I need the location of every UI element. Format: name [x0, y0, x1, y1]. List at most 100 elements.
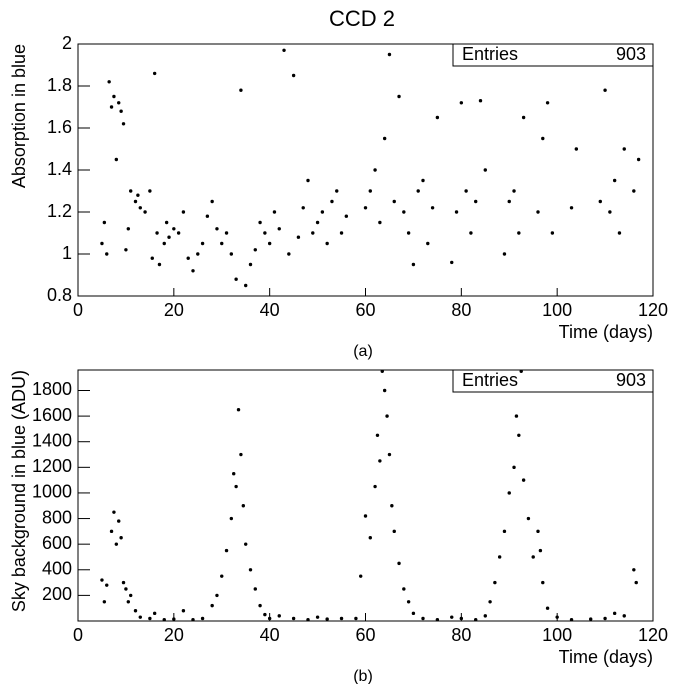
- data-point: [363, 206, 368, 210]
- data-point: [311, 231, 315, 235]
- data-point: [277, 614, 281, 618]
- data-point: [239, 88, 243, 92]
- data-point: [119, 109, 123, 113]
- data-point: [112, 94, 116, 99]
- data-point: [138, 615, 142, 619]
- data-point: [450, 615, 454, 619]
- plot-frame: [77, 369, 654, 622]
- x-axis-title: Time (days): [559, 322, 653, 342]
- y-tick-label: 1.6: [47, 117, 72, 137]
- data-point: [272, 210, 277, 214]
- data-point: [162, 618, 166, 622]
- data-point: [474, 618, 478, 622]
- data-point: [186, 256, 190, 260]
- data-point: [114, 542, 119, 546]
- data-point: [598, 199, 602, 204]
- x-tick-label: 0: [73, 300, 83, 320]
- data-point: [117, 519, 121, 523]
- data-point: [114, 157, 119, 162]
- x-tick-label: 100: [542, 300, 572, 320]
- data-point: [244, 283, 248, 288]
- data-point: [502, 529, 507, 534]
- x-tick-label: 20: [164, 300, 184, 320]
- data-point: [181, 609, 186, 613]
- data-point: [521, 115, 526, 120]
- data-point: [378, 459, 382, 463]
- data-point: [387, 452, 392, 457]
- data-point: [191, 269, 195, 273]
- data-point: [291, 73, 296, 78]
- data-point: [138, 206, 142, 210]
- data-point: [519, 369, 523, 373]
- data-point: [541, 136, 545, 141]
- data-point: [172, 617, 176, 621]
- data-point: [406, 600, 411, 604]
- data-point: [521, 478, 526, 482]
- data-point: [330, 199, 334, 204]
- data-point: [392, 199, 396, 204]
- data-point: [143, 210, 147, 214]
- y-tick-label: 1400: [32, 430, 72, 450]
- data-point: [531, 555, 535, 559]
- x-tick-label: 80: [451, 625, 471, 645]
- data-point: [220, 241, 224, 246]
- data-point: [380, 369, 384, 373]
- data-point: [411, 611, 416, 616]
- data-point: [253, 587, 257, 591]
- x-tick-label: 0: [73, 625, 83, 645]
- data-point: [121, 580, 126, 585]
- data-point: [569, 618, 574, 622]
- data-point: [507, 199, 511, 204]
- y-tick-label: 400: [42, 559, 72, 579]
- data-point: [526, 516, 531, 521]
- stats-box: [452, 369, 654, 393]
- data-point: [397, 94, 401, 99]
- data-point: [215, 593, 219, 598]
- data-point: [133, 609, 138, 613]
- y-tick-label: 2: [62, 33, 72, 53]
- data-point: [126, 600, 131, 604]
- data-point: [339, 616, 344, 621]
- caption: (b): [353, 668, 373, 684]
- x-tick-label: 60: [355, 300, 375, 320]
- data-point: [555, 615, 559, 619]
- y-tick-label: 1800: [32, 379, 72, 399]
- data-point: [536, 210, 540, 214]
- stats-value: 903: [616, 44, 646, 64]
- data-point: [155, 231, 159, 235]
- data-point: [150, 256, 154, 260]
- data-point: [239, 452, 243, 457]
- data-point: [421, 616, 425, 621]
- data-point: [493, 580, 497, 585]
- data-point: [267, 616, 272, 621]
- data-point: [502, 252, 507, 256]
- data-point: [632, 568, 636, 572]
- x-axis-title: Time (days): [559, 647, 653, 667]
- data-point: [608, 210, 612, 214]
- data-point: [406, 231, 411, 235]
- data-point: [172, 227, 176, 231]
- data-point: [109, 105, 114, 109]
- data-point: [612, 178, 617, 183]
- data-point: [234, 484, 238, 489]
- data-point: [121, 122, 126, 126]
- data-point: [196, 252, 200, 256]
- data-point: [100, 578, 104, 582]
- data-point: [335, 189, 339, 193]
- y-tick-label: 800: [42, 507, 72, 527]
- x-tick-label: 80: [451, 300, 471, 320]
- data-point: [636, 157, 641, 162]
- data-point: [483, 614, 487, 618]
- data-point: [512, 189, 516, 193]
- data-point: [152, 611, 157, 616]
- data-point: [148, 616, 152, 621]
- data-point: [507, 491, 511, 495]
- data-point: [215, 227, 219, 231]
- data-point: [126, 227, 131, 231]
- data-point: [315, 220, 320, 225]
- y-tick-label: 1200: [32, 456, 72, 476]
- data-point: [277, 227, 281, 231]
- data-point: [119, 536, 123, 540]
- data-point: [397, 561, 401, 566]
